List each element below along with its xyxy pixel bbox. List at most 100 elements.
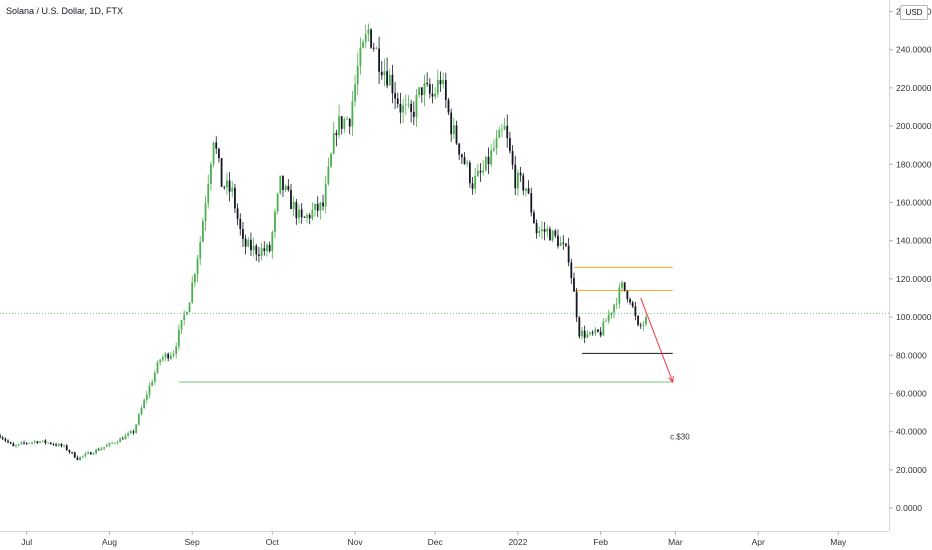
candle-body xyxy=(586,334,589,338)
candle-body xyxy=(161,357,164,360)
candle-body xyxy=(428,84,431,94)
price-axis[interactable]: 260.0000240.0000220.0000200.0000180.0000… xyxy=(889,6,932,513)
candle-body xyxy=(111,442,114,444)
candle-body xyxy=(351,101,354,127)
candle-body xyxy=(0,435,1,438)
candle-body xyxy=(223,186,226,188)
candle-body xyxy=(452,125,455,135)
candle-body xyxy=(185,312,188,315)
candle-body xyxy=(63,445,65,447)
y-tick-label: 100.0000 xyxy=(896,312,932,322)
candle-body xyxy=(295,201,298,219)
candle-body xyxy=(458,143,461,155)
candle-body xyxy=(164,353,167,358)
candle-body xyxy=(105,445,108,447)
candle-body xyxy=(629,299,631,303)
target-annotation: c.$30 xyxy=(670,432,690,441)
candle-body xyxy=(236,208,239,219)
candle-body xyxy=(554,230,557,236)
time-axis[interactable]: Jul Aug Sep Oct Nov Dec 2022 Feb Mar Apr May xyxy=(21,531,847,547)
candle-body xyxy=(73,452,76,458)
currency-button[interactable]: USD xyxy=(900,5,928,20)
candle-body xyxy=(300,209,303,218)
candle-body xyxy=(33,441,36,443)
candle-body xyxy=(28,442,31,444)
candle-body xyxy=(447,99,450,113)
candle-layer xyxy=(0,23,647,461)
candle-body xyxy=(271,232,274,252)
y-tick-label: 20.0000 xyxy=(896,465,927,475)
candle-body xyxy=(81,455,84,457)
candle-body xyxy=(97,449,100,451)
candle-body xyxy=(87,452,89,454)
candle-body xyxy=(394,93,397,99)
candle-body xyxy=(175,346,178,354)
candle-body xyxy=(306,214,308,218)
candle-body xyxy=(565,243,567,246)
candle-body xyxy=(103,446,106,449)
candle-body xyxy=(327,166,330,184)
candle-body xyxy=(354,84,356,102)
candle-body xyxy=(367,29,370,35)
candle-body xyxy=(108,442,111,446)
candle-body xyxy=(463,157,466,164)
candle-body xyxy=(156,362,159,373)
candle-body xyxy=(148,385,151,395)
candle-body xyxy=(183,314,186,321)
candle-body xyxy=(442,79,445,85)
candle-body xyxy=(39,441,41,443)
x-tick-label: Oct xyxy=(266,537,280,547)
candle-body xyxy=(298,209,300,219)
candle-body xyxy=(562,242,565,244)
candle-body xyxy=(370,29,372,48)
candle-body xyxy=(479,170,482,173)
candle-body xyxy=(231,187,234,192)
y-tick-label: 40.0000 xyxy=(896,427,927,437)
candle-body xyxy=(439,79,442,85)
x-tick-label: Nov xyxy=(348,537,364,547)
candle-body xyxy=(527,188,530,194)
candle-body xyxy=(60,444,63,447)
candle-body xyxy=(575,291,578,318)
candle-body xyxy=(484,156,487,171)
candle-body xyxy=(639,324,642,326)
projection-arrow-head xyxy=(668,375,674,384)
candle-body xyxy=(332,132,335,154)
candle-body xyxy=(495,137,498,149)
candle-body xyxy=(388,74,391,86)
candle-body xyxy=(591,332,594,334)
candle-body xyxy=(49,442,52,444)
candle-body xyxy=(482,170,485,173)
candle-body xyxy=(44,440,47,443)
candle-body xyxy=(324,183,327,207)
candle-body xyxy=(511,151,514,165)
candle-body xyxy=(20,442,23,444)
candle-body xyxy=(79,456,81,460)
candle-body xyxy=(308,214,311,219)
candle-body xyxy=(436,79,439,94)
candle-body xyxy=(418,87,421,96)
y-tick-label: 0.0000 xyxy=(896,503,922,513)
candle-body xyxy=(172,353,175,356)
candle-body xyxy=(450,112,453,135)
candle-body xyxy=(642,324,645,326)
level-layer xyxy=(0,266,889,384)
candle-body xyxy=(247,239,250,247)
candle-body xyxy=(340,116,343,129)
candle-body xyxy=(31,442,33,444)
candle-body xyxy=(549,228,551,241)
candle-body xyxy=(151,381,154,386)
candle-body xyxy=(634,306,637,317)
x-tick-label: 2022 xyxy=(508,537,527,547)
candle-body xyxy=(402,105,405,113)
candle-body xyxy=(319,202,322,211)
candle-body xyxy=(180,320,183,330)
candle-body xyxy=(410,103,413,112)
candle-body xyxy=(132,431,135,433)
candle-body xyxy=(519,172,522,176)
candle-body xyxy=(594,329,597,334)
candle-body xyxy=(599,331,602,336)
candle-body xyxy=(399,103,402,113)
candle-body xyxy=(543,229,546,232)
